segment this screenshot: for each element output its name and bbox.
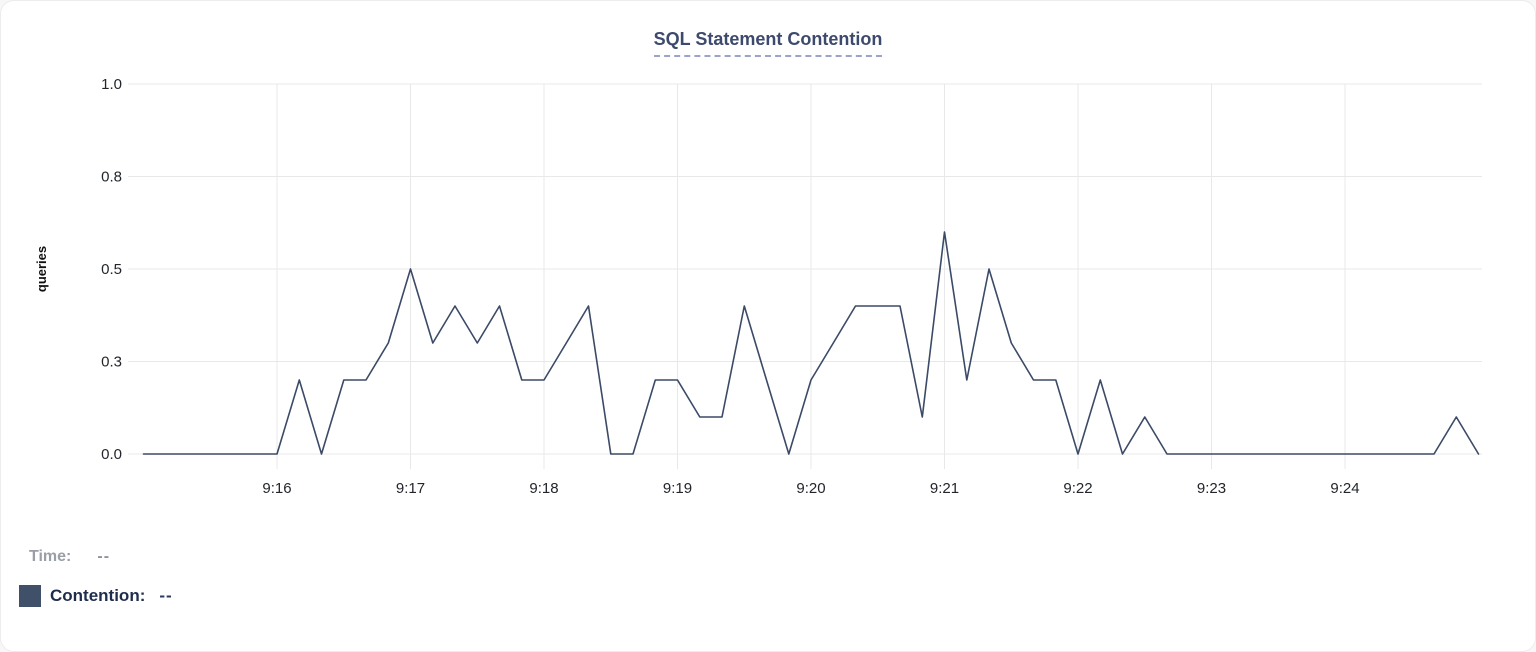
svg-text:1.0: 1.0 — [101, 76, 122, 93]
svg-text:9:20: 9:20 — [796, 480, 825, 497]
svg-text:9:24: 9:24 — [1330, 480, 1359, 497]
svg-text:9:23: 9:23 — [1197, 480, 1226, 497]
svg-text:9:17: 9:17 — [396, 480, 425, 497]
svg-text:9:18: 9:18 — [529, 480, 558, 497]
svg-text:0.5: 0.5 — [101, 261, 122, 278]
svg-text:0.0: 0.0 — [101, 446, 122, 463]
gridlines — [128, 83, 1482, 469]
y-axis-tick-labels: 0.0 0.3 0.5 0.8 1.0 — [101, 76, 122, 463]
svg-text:9:19: 9:19 — [663, 480, 692, 497]
svg-text:9:16: 9:16 — [262, 480, 291, 497]
x-axis-tick-labels: 9:16 9:17 9:18 9:19 9:20 9:21 9:22 9:23 9:24 — [262, 480, 1359, 497]
contention-swatch — [19, 585, 41, 607]
y-axis-label: queries — [34, 246, 49, 292]
legend-time-row: Time: -- — [19, 545, 173, 569]
legend-time-value: -- — [97, 548, 111, 565]
legend-time-label: Time: — [29, 548, 72, 565]
contention-chart: 0.00.30.50.81.09:16 9:17 9:18 9:19 9:20 9:21 9… — [34, 76, 1482, 497]
legend-contention-label: Contention: — [50, 586, 146, 605]
svg-text:9:21: 9:21 — [930, 480, 959, 497]
legend-contention-value: -- — [159, 586, 173, 605]
chart-title[interactable]: SQL Statement Contention — [653, 29, 883, 57]
svg-text:0.3: 0.3 — [101, 354, 122, 371]
chart-legend: Time: -- Contention: -- — [19, 545, 173, 609]
chart-title-row: SQL Statement Contention — [1, 29, 1535, 57]
svg-text:9:22: 9:22 — [1063, 480, 1092, 497]
contention-line — [142, 231, 1480, 455]
svg-text:0.8: 0.8 — [101, 169, 122, 186]
legend-contention-row: Contention: -- — [19, 583, 173, 609]
